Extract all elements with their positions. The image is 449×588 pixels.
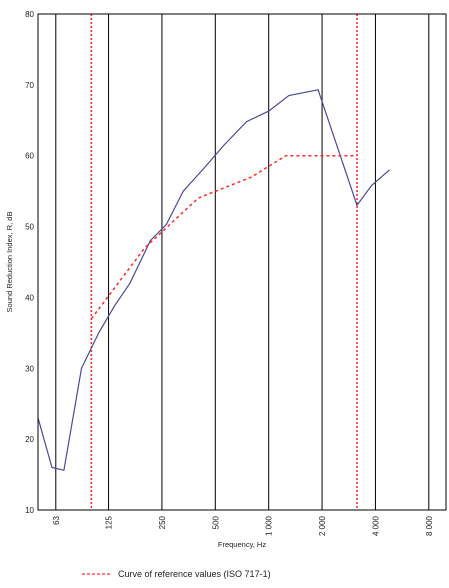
- y-tick-label: 50: [25, 223, 34, 232]
- x-tick-label: 1 000: [265, 515, 274, 536]
- y-tick-label: 80: [25, 10, 34, 19]
- series-lines: [37, 89, 390, 472]
- x-tick-label: 63: [52, 515, 61, 524]
- legend: Curve of reference values (ISO 717-1): [82, 569, 271, 579]
- x-tick-label: 2 000: [318, 515, 327, 536]
- x-axis-label: Frequency, Hz: [218, 540, 266, 549]
- y-tick-label: 10: [25, 506, 34, 515]
- x-tick-label: 8 000: [425, 515, 434, 536]
- measured-curve-line: [37, 89, 390, 472]
- y-tick-label: 40: [25, 293, 34, 302]
- x-tick-label: 4 000: [371, 515, 380, 536]
- x-tick-label: 125: [105, 515, 114, 529]
- y-tick-label: 30: [25, 364, 34, 373]
- y-tick-label: 70: [25, 81, 34, 90]
- x-tick-label: 500: [211, 515, 220, 529]
- plot-frame: [37, 13, 447, 511]
- y-axis-label: Sound Reduction Index, R, dB: [5, 212, 14, 313]
- vertical-markers: [90, 14, 358, 510]
- x-tick-label: 250: [158, 515, 167, 529]
- reference-curve-line: [90, 154, 357, 320]
- y-tick-label: 20: [25, 435, 34, 444]
- x-tick-labels: 63 125 250 500 1 000 2 000 4 000 8 000: [52, 515, 434, 536]
- y-tick-label: 60: [25, 152, 34, 161]
- legend-label: Curve of reference values (ISO 717-1): [118, 569, 271, 579]
- grid: [55, 14, 430, 510]
- y-tick-labels: 10 20 30 40 50 60 70 80: [25, 10, 34, 515]
